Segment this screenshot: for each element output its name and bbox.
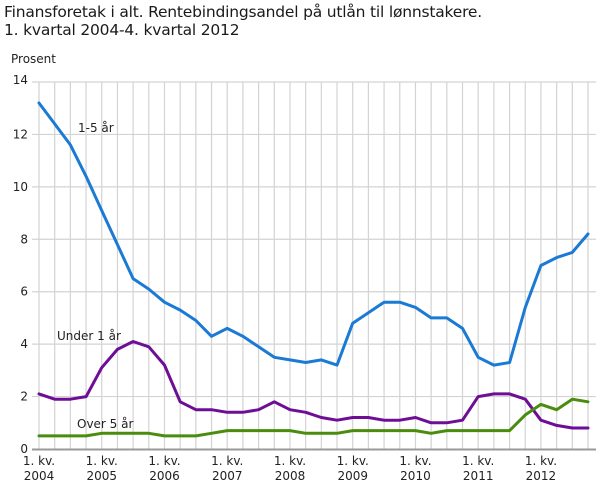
y-axis-ticks: 0 2 4 6 8 10 12 14	[13, 73, 28, 456]
x-tick-label: 1. kv.2006	[148, 454, 180, 483]
y-tick-label: 2	[20, 390, 28, 404]
y-tick-label: 6	[20, 285, 28, 299]
svg-text:1. kv.: 1. kv.	[462, 454, 494, 468]
y-tick-label: 4	[20, 337, 28, 351]
series-label: 1-5 år	[78, 121, 114, 135]
series-line-1-5-år	[37, 101, 590, 367]
svg-text:2005: 2005	[86, 469, 117, 483]
svg-text:2010: 2010	[400, 469, 431, 483]
svg-text:1. kv.: 1. kv.	[211, 454, 243, 468]
chart-grid	[32, 81, 596, 449]
svg-text:1. kv.: 1. kv.	[86, 454, 118, 468]
y-tick-label: 12	[13, 127, 28, 141]
y-axis-unit-label: Prosent	[11, 52, 56, 66]
x-tick-label: 1. kv.2005	[86, 454, 118, 483]
series-labels: 1-5 år Under 1 år Over 5 år	[57, 121, 133, 431]
x-tick-label: 1. kv.2012	[525, 454, 557, 483]
x-tick-label: 1. kv.2007	[211, 454, 243, 483]
x-tick-label: 1. kv.2004	[23, 454, 55, 483]
svg-text:2004: 2004	[24, 469, 55, 483]
y-tick-label: 8	[20, 232, 28, 246]
svg-text:1. kv.: 1. kv.	[337, 454, 369, 468]
x-tick-label: 1. kv.2011	[462, 454, 494, 483]
svg-text:2007: 2007	[212, 469, 243, 483]
series-label: Over 5 år	[77, 417, 133, 431]
series-lines	[37, 101, 590, 438]
x-tick-label: 1. kv.2008	[274, 454, 306, 483]
svg-text:1. kv.: 1. kv.	[148, 454, 180, 468]
y-tick-label: 14	[13, 73, 28, 87]
y-tick-label: 10	[13, 180, 28, 194]
series-line-over-5-år	[37, 397, 590, 438]
series-label: Under 1 år	[57, 329, 121, 343]
svg-text:2009: 2009	[337, 469, 368, 483]
svg-text:2012: 2012	[526, 469, 557, 483]
chart-title-line-2: 1. kvartal 2004-4. kvartal 2012	[4, 21, 240, 39]
chart-title-line-1: Finansforetak i alt. Rentebindingsandel …	[4, 3, 482, 21]
svg-text:2011: 2011	[463, 469, 494, 483]
series-line-under-1-år	[37, 340, 590, 430]
x-tick-label: 1. kv.2010	[399, 454, 431, 483]
y-tick-label: 0	[20, 442, 28, 456]
chart-title: Finansforetak i alt. Rentebindingsandel …	[4, 3, 482, 39]
svg-text:1. kv.: 1. kv.	[525, 454, 557, 468]
x-tick-label: 1. kv.2009	[337, 454, 369, 483]
svg-text:1. kv.: 1. kv.	[274, 454, 306, 468]
svg-text:1. kv.: 1. kv.	[399, 454, 431, 468]
svg-text:1. kv.: 1. kv.	[23, 454, 55, 468]
svg-text:2008: 2008	[275, 469, 306, 483]
svg-text:2006: 2006	[149, 469, 180, 483]
